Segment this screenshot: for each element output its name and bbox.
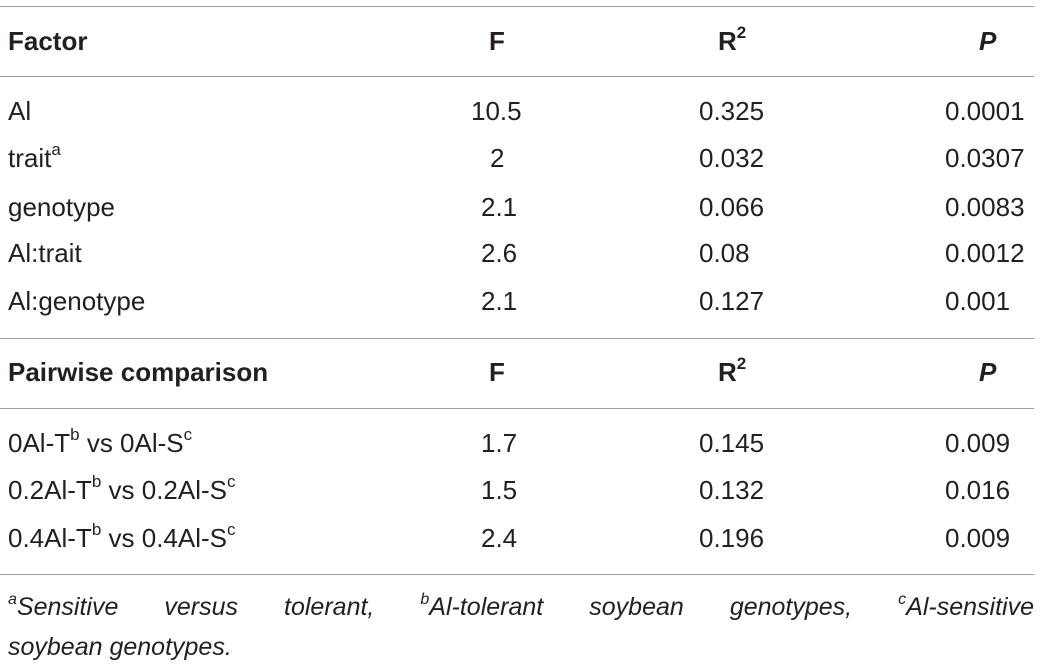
header-r2-sup: 2	[736, 23, 747, 42]
row-f: 2	[490, 143, 505, 173]
row-f: 10.5	[471, 96, 522, 126]
footnote-text-c: Al-sensitive	[906, 593, 1034, 621]
pair-mid: vs 0Al-S	[79, 428, 184, 458]
row-p: 0.009	[945, 428, 1011, 458]
header-f: F	[489, 26, 505, 56]
footnote-text-b: Al-tolerant	[429, 593, 544, 621]
section-rule	[0, 338, 1034, 339]
row-p: 0.001	[945, 286, 1011, 316]
footnote-text-a: Sensitive	[16, 593, 119, 621]
row-r2: 0.132	[699, 475, 765, 505]
row-f: 2.4	[481, 523, 518, 553]
row-r2: 0.325	[699, 96, 765, 126]
header-f-2: F	[489, 357, 505, 387]
pair-a-sup: b	[91, 520, 102, 539]
footnote-sup-b: b	[420, 591, 430, 608]
pair-label: 0Al-Tb vs 0Al-Sc	[8, 425, 193, 458]
footnote-word: versus	[164, 593, 239, 621]
row-p: 0.0001	[945, 96, 1025, 126]
pair-label: 0.2Al-Tb vs 0.2Al-Sc	[8, 472, 236, 505]
header1-rule	[0, 76, 1034, 77]
footnote-word: tolerant,	[284, 593, 375, 621]
row-p: 0.0083	[945, 192, 1025, 222]
row-f: 2.6	[481, 238, 518, 268]
pair-b-sup: c	[227, 472, 236, 491]
row-p: 0.0012	[945, 238, 1025, 268]
pair-mid: vs 0.4Al-S	[101, 523, 228, 553]
pair-a: 0.4Al-T	[8, 523, 92, 553]
pair-mid: vs 0.2Al-S	[101, 475, 228, 505]
footnote-line-1: aSensitive versus tolerant, bAl-tolerant…	[8, 587, 1034, 627]
header2-rule	[0, 408, 1034, 409]
footnote-word: soybean	[589, 593, 684, 621]
footnote-word: genotypes,	[729, 593, 853, 621]
table-bottom-rule	[0, 574, 1034, 575]
footnote-sup-a: a	[8, 591, 17, 608]
pair-a-sup: b	[70, 425, 80, 444]
footnote-word: cAl-sensitive	[898, 587, 1034, 627]
header-r2-base: R	[718, 26, 737, 56]
row-r2: 0.127	[699, 286, 765, 316]
header-p-2: P	[979, 357, 997, 387]
pair-a: 0Al-T	[8, 428, 71, 458]
row-r2: 0.196	[699, 523, 765, 553]
header-r2: R2	[718, 23, 747, 56]
row-f: 1.7	[481, 428, 518, 458]
row-label: Al	[8, 96, 32, 126]
header-p: P	[979, 26, 997, 56]
header-r2-2: R2	[718, 354, 747, 387]
header-factor: Factor	[8, 26, 88, 56]
header-r2-sup: 2	[736, 354, 747, 373]
row-p: 0.016	[945, 475, 1011, 505]
row-p: 0.009	[945, 523, 1011, 553]
row-label: genotype	[8, 192, 115, 222]
header-pairwise: Pairwise comparison	[8, 357, 269, 387]
footnote-word: bAl-tolerant	[420, 587, 543, 627]
header-r2-base: R	[718, 357, 737, 387]
pair-a: 0.2Al-T	[8, 475, 92, 505]
pair-a-sup: b	[91, 472, 102, 491]
row-r2: 0.08	[699, 238, 750, 268]
row-f: 2.1	[481, 286, 518, 316]
table-top-rule	[0, 6, 1034, 7]
table-footnote: aSensitive versus tolerant, bAl-tolerant…	[8, 587, 1034, 667]
row-r2: 0.032	[699, 143, 765, 173]
row-r2: 0.066	[699, 192, 765, 222]
footnote-word: aSensitive	[8, 587, 118, 627]
row-label: Al:genotype	[8, 286, 146, 316]
pair-label: 0.4Al-Tb vs 0.4Al-Sc	[8, 520, 236, 553]
row-label-text: trait	[8, 143, 52, 173]
row-p: 0.0307	[945, 143, 1025, 173]
footnote-line-2: soybean genotypes.	[8, 633, 232, 661]
footnote-sup-c: c	[898, 591, 907, 608]
row-label: traita	[8, 140, 61, 173]
row-label-sup: a	[51, 140, 61, 159]
row-f: 2.1	[481, 192, 518, 222]
row-f: 1.5	[481, 475, 518, 505]
row-r2: 0.145	[699, 428, 765, 458]
row-label: Al:trait	[8, 238, 82, 268]
pair-b-sup: c	[227, 520, 236, 539]
pair-b-sup: c	[183, 425, 193, 444]
